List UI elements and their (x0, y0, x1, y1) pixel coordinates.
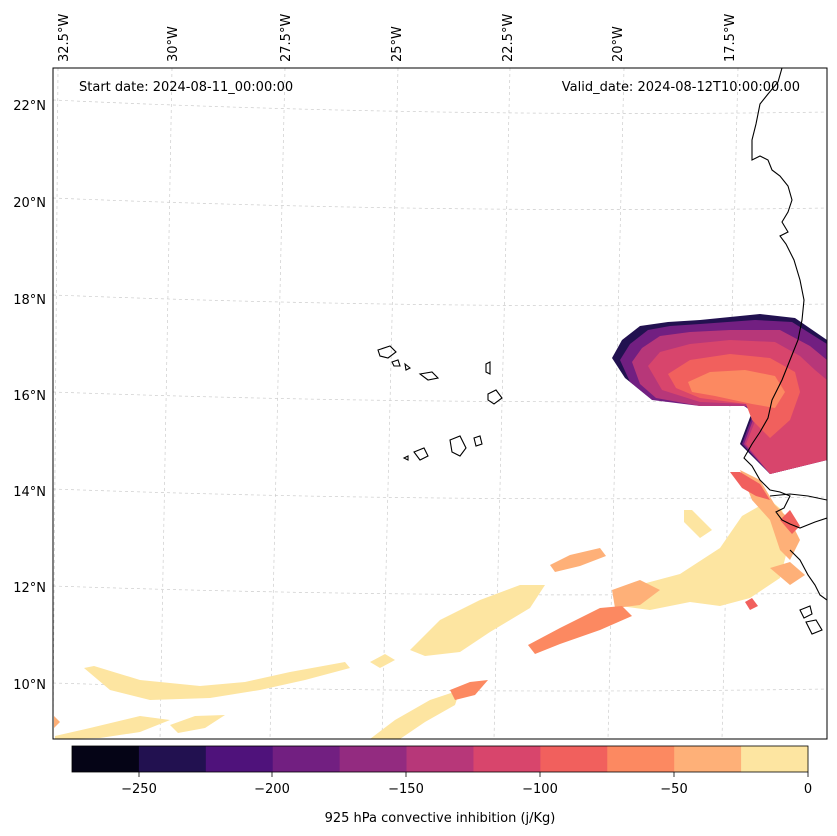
colorbar-tick-label: −200 (254, 782, 290, 797)
colorbar-title: 925 hPa convective inhibition (j/Kg) (325, 811, 556, 826)
colorbar-tick-label: −50 (660, 782, 687, 797)
lon-label: 25°W (390, 26, 405, 62)
cape-verde-island (377, 345, 397, 359)
cin-band-mid (745, 598, 758, 610)
cin-contours (54, 314, 827, 739)
colorbar-swatch (540, 746, 608, 772)
gambia-river (769, 493, 827, 501)
valid-date-label: Valid_date: 2024-08-12T10:00:00.00 (562, 80, 800, 95)
map-frame (52, 67, 828, 740)
lon-label: 17.5°W (723, 14, 738, 62)
lon-label: 27.5°W (279, 14, 294, 62)
colorbar-ticks (138, 772, 809, 777)
colorbar-tick-label: −100 (522, 782, 558, 797)
colorbar: −250 −200 −150 −100 −50 0 925 hPa convec… (71, 745, 812, 826)
cin-band-lightest (684, 510, 712, 538)
cape-verde-island (402, 455, 409, 461)
colorbar-frame (71, 745, 809, 773)
cin-band-lightest (55, 716, 170, 739)
map-content (53, 68, 827, 739)
colorbar-swatch (72, 746, 140, 772)
lat-label: 18°N (13, 293, 46, 308)
colorbar-swatch (473, 746, 541, 772)
cin-band-lightest (84, 662, 350, 700)
cin-band-light (550, 548, 606, 572)
lat-label: 10°N (13, 678, 46, 693)
lon-label: 20°W (611, 26, 626, 62)
cape-verde-island (418, 371, 440, 381)
colorbar-swatch (138, 746, 207, 772)
colorbar-swatch (674, 746, 742, 772)
colorbar-tick-label: −150 (388, 782, 424, 797)
lon-label: 30°W (166, 26, 181, 62)
cin-band-mid (450, 680, 488, 700)
cin-band-lightest (410, 585, 545, 656)
cape-verde-island (487, 389, 503, 405)
cape-verde-island (391, 359, 401, 367)
cape-verde-island (473, 435, 483, 447)
cape-verde-island (413, 447, 429, 461)
cin-band-light (688, 370, 785, 408)
colorbar-swatch (205, 746, 274, 772)
cin-band-mid (780, 510, 800, 534)
cape-verde-island (404, 362, 412, 371)
west-africa-coast (743, 68, 827, 529)
latitude-labels: 22°N 20°N 18°N 16°N 14°N 12°N 10°N (13, 99, 46, 693)
cin-band-light (612, 580, 660, 608)
cin-band-mid (730, 472, 770, 500)
cin-band-mid (528, 606, 632, 654)
cin-band-lightest (370, 654, 395, 668)
colorbar-swatch (406, 746, 474, 772)
lat-label: 12°N (13, 581, 46, 596)
lon-label: 32.5°W (57, 14, 72, 62)
cape-verde-island (485, 361, 491, 375)
cin-band-light (54, 716, 60, 728)
lat-label: 20°N (13, 196, 46, 211)
cin-band-lightest (170, 715, 225, 733)
cin-band-lightest (370, 690, 460, 739)
lon-label: 22.5°W (501, 14, 516, 62)
lat-label: 16°N (13, 389, 46, 404)
start-date-label: Start date: 2024-08-11_00:00:00 (79, 80, 293, 95)
colorbar-swatches (72, 746, 809, 772)
colorbar-swatch (272, 746, 341, 772)
coastlines (377, 68, 827, 635)
cin-band-lightest (620, 500, 790, 610)
bissagos-island (805, 619, 823, 635)
lat-label: 14°N (13, 485, 46, 500)
colorbar-tick-label: −250 (121, 782, 157, 797)
cape-verde-island (449, 435, 467, 457)
colorbar-swatch (741, 746, 809, 772)
colorbar-swatch (339, 746, 407, 772)
lat-label: 22°N (13, 99, 46, 114)
colorbar-swatch (607, 746, 675, 772)
cin-band-light (770, 562, 805, 585)
colorbar-tick-label: 0 (804, 782, 812, 797)
longitude-labels: 32.5°W 30°W 27.5°W 25°W 22.5°W 20°W 17.5… (57, 14, 738, 62)
guinea-coast (789, 549, 827, 601)
bissagos-island (799, 605, 813, 619)
